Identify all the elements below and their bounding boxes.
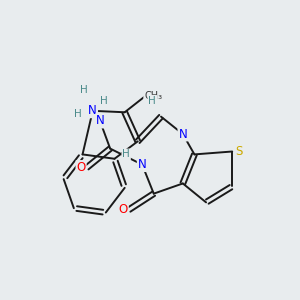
Text: N: N — [88, 104, 97, 117]
Text: H: H — [122, 149, 130, 159]
Text: O: O — [118, 203, 128, 216]
Text: H: H — [100, 96, 108, 106]
Text: N: N — [138, 158, 146, 171]
Text: N: N — [96, 115, 104, 128]
Text: CH₃: CH₃ — [144, 91, 162, 101]
Text: N: N — [178, 128, 187, 141]
Text: O: O — [76, 161, 86, 174]
Text: H: H — [80, 85, 88, 95]
Text: H: H — [74, 109, 82, 119]
Text: S: S — [235, 145, 242, 158]
Text: H: H — [148, 96, 156, 106]
